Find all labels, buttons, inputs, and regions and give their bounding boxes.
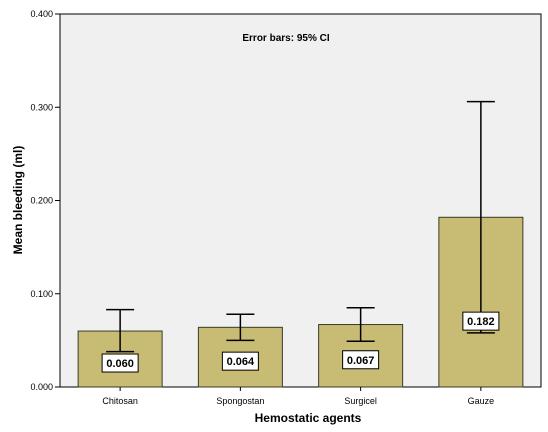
error-bar-chitosan [106, 308, 135, 353]
value-label-surgicel: 0.067 [342, 350, 380, 370]
y-tick-label: 0.200 [30, 196, 53, 206]
y-axis-title: Mean bleeding (ml) [11, 146, 25, 255]
x-tick-label-chitosan: Chitosan [102, 396, 138, 406]
value-label-box [101, 353, 139, 373]
y-tick-label: 0.100 [30, 289, 53, 299]
error-bar-gauze [466, 100, 495, 334]
value-label-spongostan: 0.064 [221, 351, 259, 371]
error-bar-surgicel [346, 306, 375, 343]
value-label-box [221, 351, 259, 371]
value-label-chitosan: 0.060 [101, 353, 139, 373]
error-bars-group [106, 100, 495, 353]
value-label-text: 0.067 [347, 355, 375, 367]
x-tick-label-surgicel: Surgicel [344, 396, 377, 406]
axes-group: Chitosan Spongostan Surgicel Gauze 0.000 0.10… [30, 9, 494, 406]
x-tick-label-gauze: Gauze [468, 396, 495, 406]
value-label-box [342, 350, 380, 370]
value-label-gauze: 0.182 [462, 311, 500, 331]
value-label-text: 0.064 [227, 356, 255, 368]
value-label-text: 0.060 [106, 358, 134, 370]
x-axis-title: Hemostatic agents [255, 411, 362, 425]
value-label-box [462, 311, 500, 331]
x-tick-label-spongostan: Spongostan [216, 396, 264, 406]
y-tick-label: 0.300 [30, 102, 53, 112]
error-bar-spongostan [226, 313, 255, 342]
y-tick-label: 0.000 [30, 382, 53, 392]
y-tick-label: 0.400 [30, 9, 53, 19]
error-bar-annotation: Error bars: 95% CI [242, 33, 329, 44]
value-labels-group: 0.060 0.064 0.067 0.182 [101, 311, 500, 373]
value-label-text: 0.182 [467, 316, 495, 328]
